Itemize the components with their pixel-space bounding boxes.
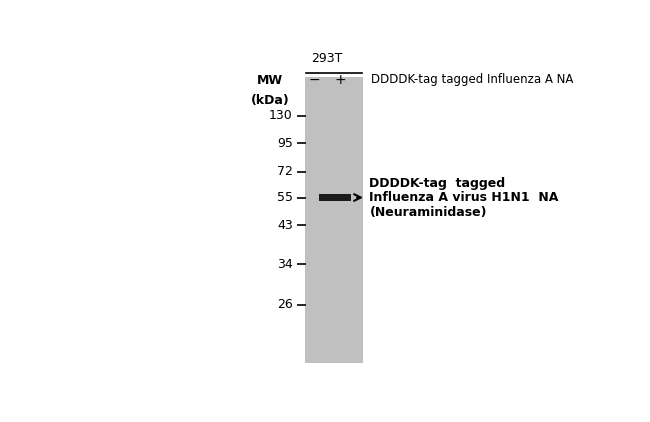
Text: 130: 130 [269,109,292,122]
Text: (kDa): (kDa) [251,94,289,106]
Text: 34: 34 [277,258,292,271]
Text: +: + [334,73,346,87]
Text: DDDDK-tag  tagged: DDDDK-tag tagged [369,177,506,190]
Bar [306,77,363,362]
Text: DDDDK-tag tagged Influenza A NA: DDDDK-tag tagged Influenza A NA [371,73,573,87]
Text: −: − [308,73,320,87]
Text: 293T: 293T [311,52,343,65]
Text: 55: 55 [277,191,292,204]
Text: Influenza A virus H1N1  NA: Influenza A virus H1N1 NA [369,191,559,204]
Bar [319,194,351,201]
Text: 43: 43 [277,219,292,232]
Text: 95: 95 [277,137,292,150]
Text: 26: 26 [277,298,292,311]
Text: 72: 72 [277,165,292,178]
Text: MW: MW [257,74,283,87]
Text: (Neuraminidase): (Neuraminidase) [369,206,487,219]
